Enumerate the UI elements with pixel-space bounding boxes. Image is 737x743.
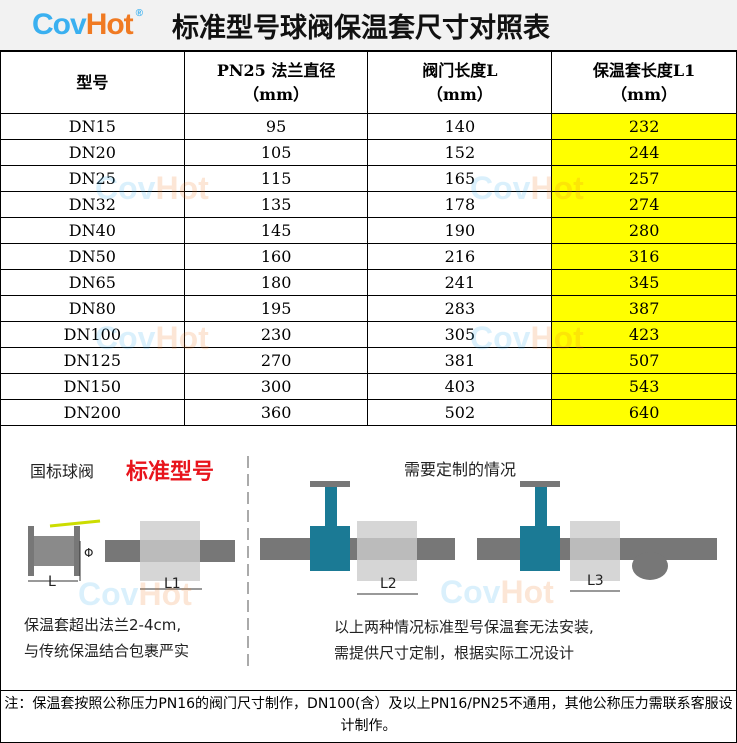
- brand-logo: CovHot ®: [32, 8, 143, 41]
- size-table: 型号 PN25 法兰直径 （mm） 阀门长度L （mm） 保温套长度L1 （mm） DN15…: [0, 51, 737, 426]
- table-row: DN15 95 140 232: [0, 113, 737, 140]
- watermark: CovHot: [78, 576, 192, 612]
- dim-l2: L2: [380, 576, 397, 592]
- table-row: DN80 195 283 387: [0, 295, 737, 322]
- model-cell: DN20: [0, 139, 185, 166]
- column-header: 保温套长度L1 （mm）: [551, 51, 737, 114]
- table-row: DN200 360 502 640: [0, 399, 737, 426]
- flange-diameter-cell: 270: [183, 347, 369, 374]
- table-row: DN32 135 178 274: [0, 191, 737, 218]
- valve-length-cell: 178: [367, 191, 553, 218]
- valve-length-cell: 403: [367, 373, 553, 400]
- column-header: 型号: [0, 51, 185, 114]
- model-cell: DN15: [0, 113, 185, 140]
- title-bar: CovHot ® 标准型号球阀保温套尺寸对照表: [0, 0, 737, 51]
- flange-diameter-cell: 180: [183, 269, 369, 296]
- jacket-length-cell: 423: [551, 321, 737, 348]
- flange-diameter-cell: 160: [183, 243, 369, 270]
- valve-length-cell: 381: [367, 347, 553, 374]
- flange-diameter-cell: 195: [183, 295, 369, 322]
- gate-valve-pipeline-icon: [260, 481, 455, 595]
- valve-length-cell: 190: [367, 217, 553, 244]
- model-cell: DN50: [0, 243, 185, 270]
- flange-diameter-cell: 230: [183, 321, 369, 348]
- table-row: DN150 300 403 543: [0, 373, 737, 400]
- table-row: DN100 230 305 423: [0, 321, 737, 348]
- model-cell: DN32: [0, 191, 185, 218]
- jacket-length-cell: 387: [551, 295, 737, 322]
- jacket-length-cell: 640: [551, 399, 737, 426]
- watermark: CovHot: [440, 574, 554, 610]
- jacket-length-cell: 280: [551, 217, 737, 244]
- jacket-length-cell: 507: [551, 347, 737, 374]
- valve-length-cell: 140: [367, 113, 553, 140]
- page-title: 标准型号球阀保温套尺寸对照表: [172, 12, 551, 44]
- watermark: CovHot: [470, 170, 584, 206]
- flange-diameter-cell: 95: [183, 113, 369, 140]
- flange-diameter-cell: 360: [183, 399, 369, 426]
- valve-length-cell: 216: [367, 243, 553, 270]
- table-row: DN50 160 216 316: [0, 243, 737, 270]
- table-row: DN125 270 381 507: [0, 347, 737, 374]
- dim-l: L: [48, 574, 56, 590]
- left-description: 保温套超出法兰2-4cm, 与传统保温结合包裹严实: [24, 616, 190, 660]
- table-row: DN20 105 152 244: [0, 139, 737, 166]
- ball-valve-insulated-icon: [105, 521, 235, 590]
- jacket-length-cell: 345: [551, 269, 737, 296]
- column-header: PN25 法兰直径 （mm）: [183, 51, 369, 114]
- valve-length-cell: 241: [367, 269, 553, 296]
- table-row: DN40 145 190 280: [0, 217, 737, 244]
- valve-illustrations: [28, 456, 717, 666]
- model-cell: DN65: [0, 269, 185, 296]
- jacket-length-cell: 232: [551, 113, 737, 140]
- flange-diameter-cell: 135: [183, 191, 369, 218]
- flange-diameter-cell: 145: [183, 217, 369, 244]
- column-header: 阀门长度L （mm）: [367, 51, 553, 114]
- jacket-length-cell: 244: [551, 139, 737, 166]
- model-cell: DN40: [0, 217, 185, 244]
- watermark: CovHot: [95, 320, 209, 356]
- valve-length-cell: 152: [367, 139, 553, 166]
- right-title: 需要定制的情况: [404, 460, 517, 479]
- model-cell: DN200: [0, 399, 185, 426]
- gate-valve-strainer-pipeline-icon: [477, 481, 717, 592]
- footnote: 注：保温套按照公称压力PN16的阀门尺寸制作，DN100(含）及以上PN16/P…: [0, 690, 737, 743]
- model-cell: DN80: [0, 295, 185, 322]
- diagram-section: 国标球阀 标准型号 需要定制的情况 Φ L L1 L2 L3 CovHot Co…: [0, 425, 737, 690]
- dim-phi: Φ: [84, 546, 94, 560]
- ball-valve-icon: [28, 519, 101, 582]
- watermark: CovHot: [470, 320, 584, 356]
- valve-length-cell: 283: [367, 295, 553, 322]
- dim-l1: L1: [164, 576, 181, 592]
- dim-l3: L3: [587, 573, 604, 589]
- model-cell: DN125: [0, 347, 185, 374]
- model-cell: DN150: [0, 373, 185, 400]
- jacket-length-cell: 257: [551, 165, 737, 192]
- flange-diameter-cell: 105: [183, 139, 369, 166]
- valve-length-cell: 502: [367, 399, 553, 426]
- flange-diameter-cell: 115: [183, 165, 369, 192]
- watermark: CovHot: [95, 170, 209, 206]
- jacket-length-cell: 316: [551, 243, 737, 270]
- table-row: DN65 180 241 345: [0, 269, 737, 296]
- right-description: 以上两种情况标准型号保温套无法安装, 需提供尺寸定制，根据实际工况设计: [334, 618, 594, 662]
- flange-diameter-cell: 300: [183, 373, 369, 400]
- left-title: 国标球阀: [30, 462, 95, 481]
- left-badge: 标准型号: [126, 460, 215, 485]
- jacket-length-cell: 543: [551, 373, 737, 400]
